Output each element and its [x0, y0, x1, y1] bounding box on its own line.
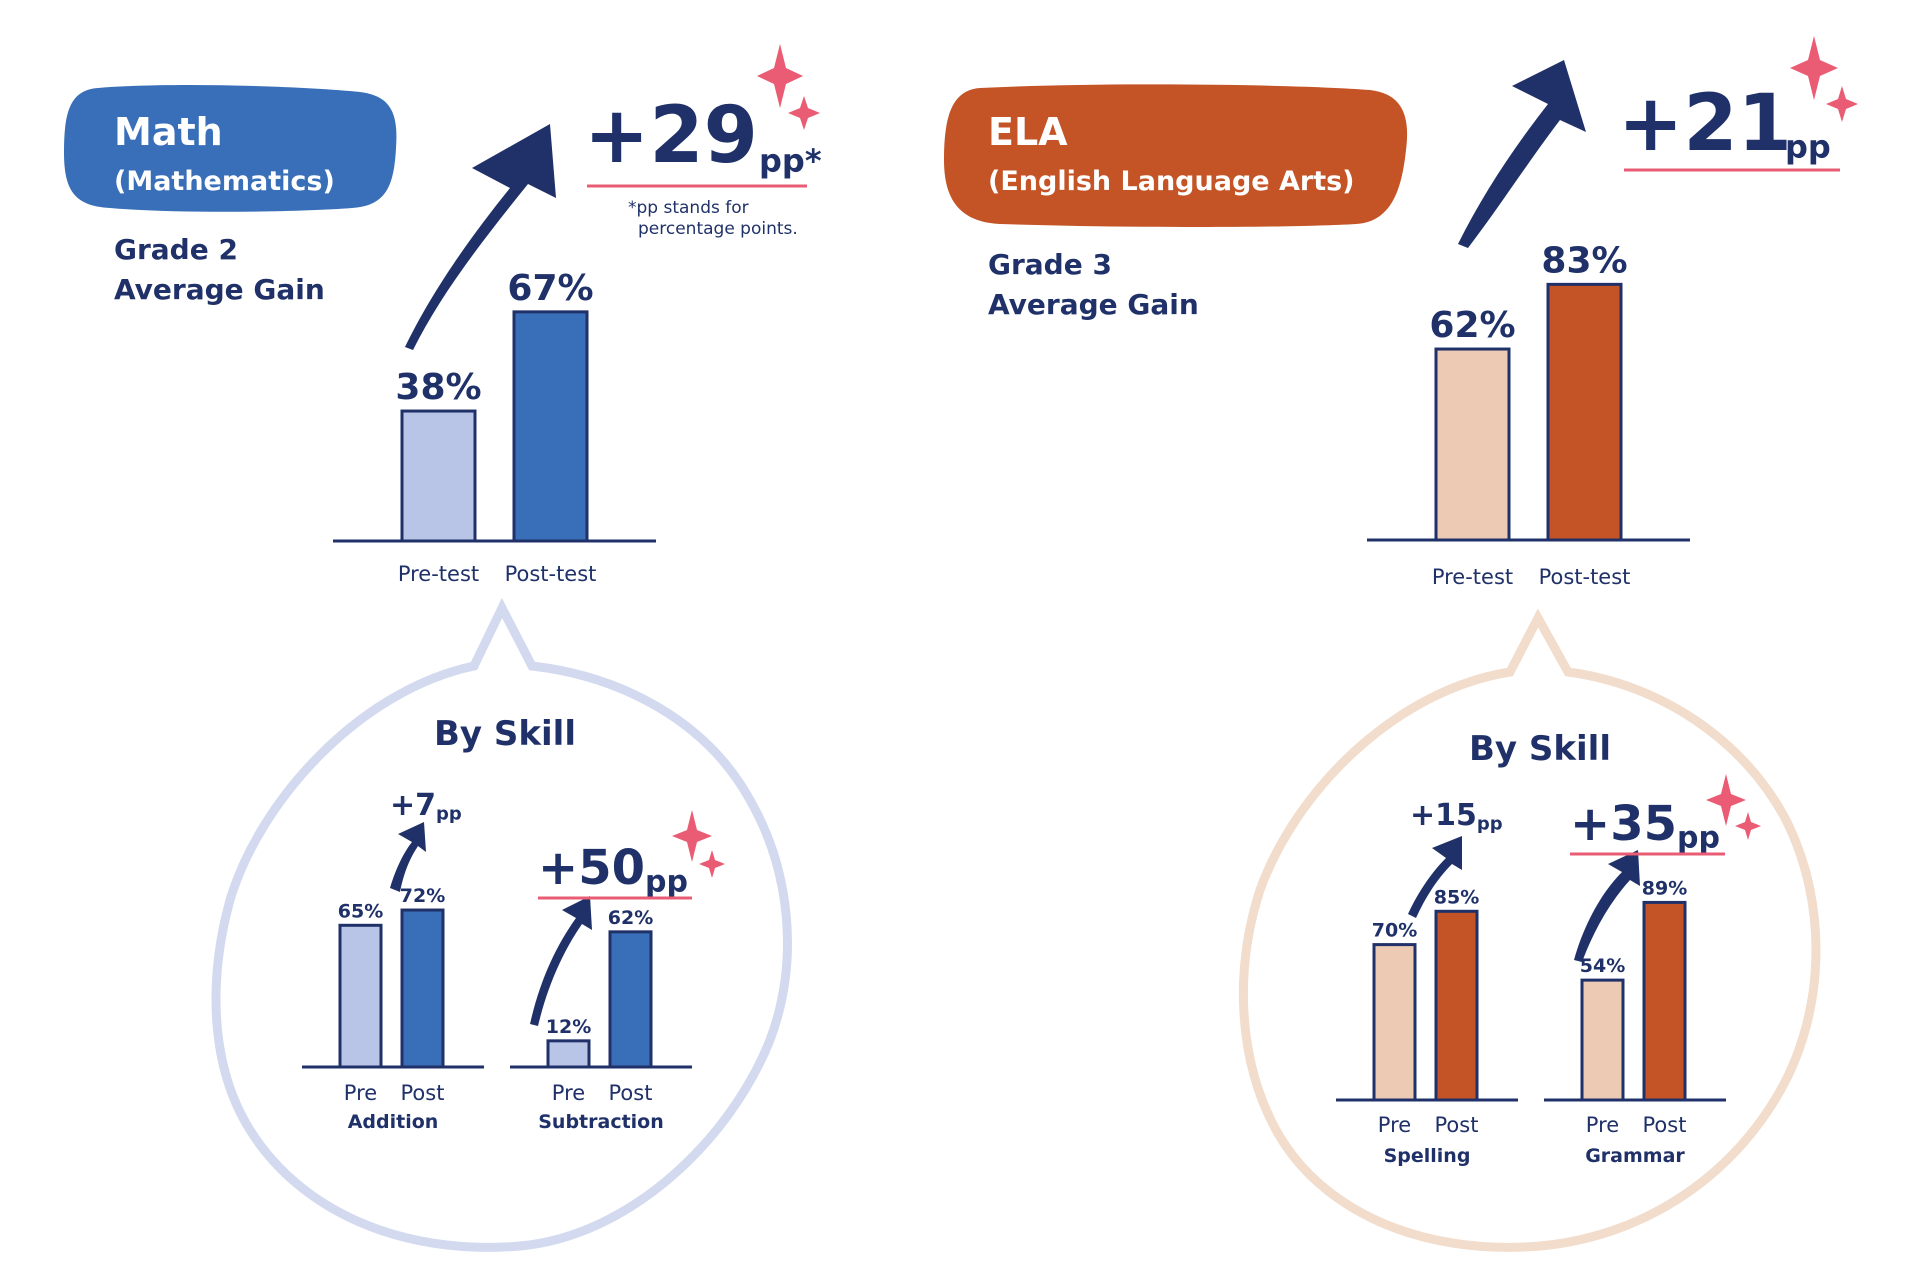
skill-name-label: Subtraction	[538, 1111, 664, 1133]
math-label-subtitle: (Mathematics)	[114, 166, 335, 197]
math-gain-value: +29	[584, 91, 758, 181]
skill-gain-label: +15pp	[1410, 798, 1503, 835]
skill-gain-label: +50pp	[538, 840, 688, 900]
bar-value-label: 70%	[1372, 920, 1417, 942]
skill-name-label: Addition	[348, 1111, 439, 1133]
category-label: Pre	[344, 1081, 377, 1105]
chart-ela-grammar: 54% Pre 89% Post Grammar	[1544, 877, 1726, 1167]
bar-value-label: 54%	[1580, 955, 1625, 977]
ela-grammar-arrow-icon	[1574, 850, 1640, 962]
category-label: Post	[1435, 1113, 1479, 1137]
chart-math-subtraction: 12% Pre 62% Post Subtraction	[510, 907, 692, 1133]
ela-skill-heading: By Skill	[1469, 729, 1611, 769]
charts-layer: 38% Pre-test 67% Post-test 65% Pre 72% Post Addi…	[302, 240, 1726, 1167]
bar-value-label: 65%	[338, 900, 383, 922]
ela-average-gain-label: Average Gain	[988, 288, 1199, 321]
category-label: Post	[401, 1081, 445, 1105]
bar-pre	[546, 1039, 591, 1069]
skill-name-label: Grammar	[1585, 1145, 1685, 1167]
math-gain-arrow-icon	[405, 124, 556, 350]
bar-post	[512, 310, 589, 543]
category-label: Post	[609, 1081, 653, 1105]
bar-post	[1546, 282, 1623, 542]
bar-pre	[1434, 347, 1511, 542]
chart-ela-spelling: 70% Pre 85% Post Spelling	[1336, 886, 1518, 1167]
category-label: Pre-test	[1432, 565, 1513, 589]
bar-pre	[338, 923, 383, 1069]
skill-name-label: Spelling	[1384, 1145, 1471, 1167]
sparkle-icon	[1706, 774, 1746, 826]
bar-post	[1434, 909, 1479, 1102]
category-label: Pre-test	[398, 562, 479, 586]
category-label: Post	[1643, 1113, 1687, 1137]
ela-label-blob	[944, 84, 1408, 227]
bar-pre	[400, 409, 477, 543]
bar-pre	[1580, 978, 1625, 1102]
bar-post	[608, 930, 653, 1069]
sparkle-icon	[788, 96, 820, 130]
ela-spelling-arrow-icon	[1408, 836, 1462, 918]
sparkle-icon	[1826, 86, 1858, 122]
math-grade: Grade 2	[114, 233, 238, 266]
skill-gain-label: +35pp	[1570, 796, 1720, 856]
bar-value-label: 83%	[1541, 240, 1627, 281]
math-skill-heading: By Skill	[434, 714, 576, 754]
category-label: Post-test	[505, 562, 597, 586]
bar-value-label: 72%	[400, 885, 445, 907]
category-label: Pre	[1378, 1113, 1411, 1137]
skill-gain-label: +7pp	[390, 788, 462, 825]
sparkle-icon	[699, 850, 725, 878]
math-label-blob	[64, 85, 397, 212]
ela-grade: Grade 3	[988, 248, 1112, 281]
bar-value-label: 38%	[395, 367, 481, 408]
ela-skill-bubble	[1238, 608, 1821, 1252]
bar-value-label: 85%	[1434, 886, 1479, 908]
math-gain-unit: pp*	[759, 142, 822, 180]
math-average-gain-label: Average Gain	[114, 273, 325, 306]
bar-value-label: 12%	[546, 1016, 591, 1038]
ela-gain-unit: pp	[1785, 128, 1831, 166]
math-skill-bubble	[211, 597, 792, 1252]
bar-value-label: 67%	[507, 268, 593, 309]
math-label-title: Math	[114, 110, 223, 154]
sparkle-icon	[1735, 812, 1761, 840]
bar-pre	[1372, 943, 1417, 1102]
math-footnote-line1: *pp stands for	[628, 198, 749, 218]
chart-math-main: 38% Pre-test 67% Post-test	[333, 268, 656, 586]
ela-gain-arrow-icon	[1458, 60, 1586, 248]
bar-post	[400, 908, 445, 1069]
chart-ela-main: 62% Pre-test 83% Post-test	[1367, 240, 1690, 589]
sparkle-icon	[672, 810, 712, 862]
category-label: Pre	[1586, 1113, 1619, 1137]
math-footnote-line2: percentage points.	[638, 219, 798, 239]
bar-value-label: 62%	[1429, 305, 1515, 346]
ela-gain-value: +21	[1618, 79, 1792, 169]
category-label: Post-test	[1539, 565, 1631, 589]
sparkle-icon	[757, 44, 803, 108]
category-label: Pre	[552, 1081, 585, 1105]
sparkle-icon	[1790, 36, 1838, 100]
bar-value-label: 62%	[608, 907, 653, 929]
bar-value-label: 89%	[1642, 877, 1687, 899]
math-addition-arrow-icon	[390, 822, 426, 892]
ela-label-title: ELA	[988, 110, 1068, 154]
chart-math-addition: 65% Pre 72% Post Addition	[302, 885, 484, 1133]
ela-label-subtitle: (English Language Arts)	[988, 166, 1355, 197]
bar-post	[1642, 900, 1687, 1102]
math-subtraction-arrow-icon	[530, 896, 592, 1026]
